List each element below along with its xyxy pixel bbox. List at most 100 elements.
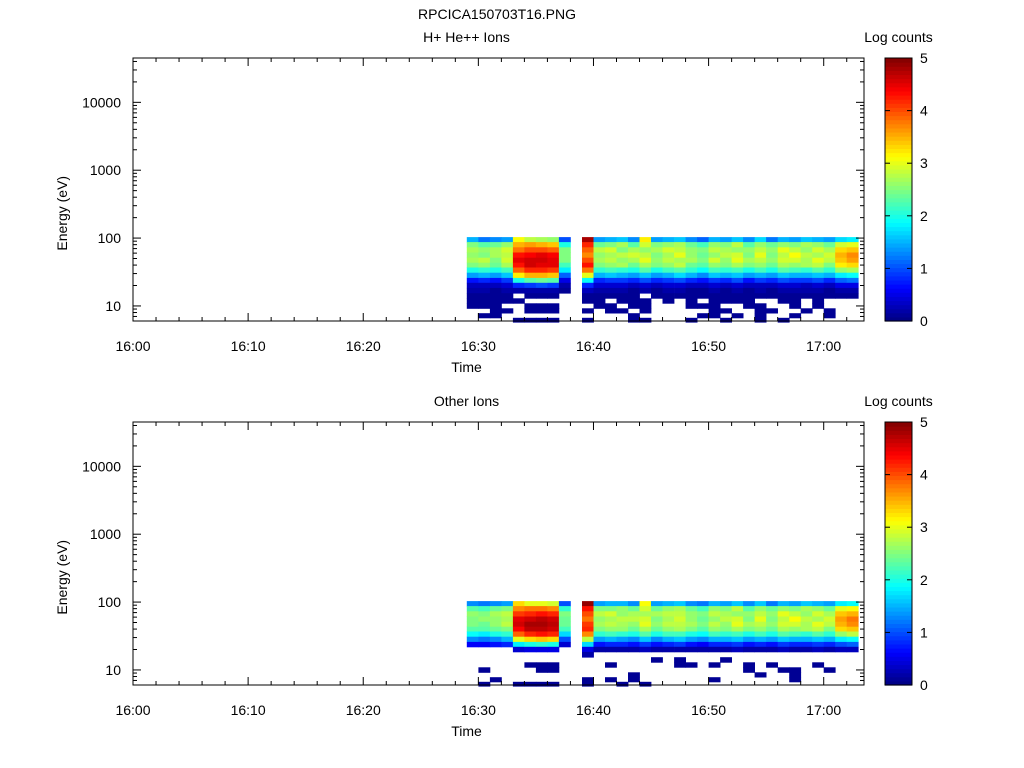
spectrogram-cell — [812, 616, 825, 623]
spectrogram-cell — [697, 262, 709, 268]
spectrogram-cell — [605, 606, 617, 612]
y-tick-label: 100 — [98, 230, 122, 246]
spectrogram-cell — [501, 272, 514, 279]
spectrogram-cell — [743, 272, 755, 279]
spectrogram-cell — [789, 626, 802, 632]
spectrogram-cell — [628, 601, 640, 607]
spectrogram-cell — [708, 313, 721, 319]
colorbar-segment — [885, 214, 912, 219]
spectrogram-cell — [777, 641, 790, 648]
spectrogram-cell — [628, 677, 640, 683]
spectrogram-cell — [708, 641, 721, 648]
spectrogram-cell — [535, 308, 548, 314]
colorbar-tick-label: 4 — [920, 103, 928, 119]
spectrogram-cell — [478, 252, 491, 259]
panel-title: H+ He++ Ions — [423, 29, 510, 45]
spectrogram-cell — [685, 237, 698, 243]
spectrogram-cell — [582, 317, 594, 323]
colorbar-tick-label: 2 — [920, 572, 928, 588]
colorbar-segment — [885, 426, 912, 431]
spectrogram-cell — [685, 282, 698, 289]
spectrogram-cell — [708, 636, 721, 643]
spectrogram-cell — [720, 242, 732, 248]
spectrogram-cell — [593, 272, 606, 279]
spectrogram-cell — [501, 287, 514, 294]
colorbar-segment — [885, 537, 912, 542]
spectrogram-cell — [501, 626, 514, 632]
colorbar-segment — [885, 160, 912, 166]
spectrogram-cell — [720, 601, 732, 607]
spectrogram-cell — [789, 298, 802, 304]
spectrogram-cell — [846, 247, 859, 253]
spectrogram-cell — [639, 631, 652, 638]
colorbar-segment — [885, 442, 912, 448]
spectrogram-cell — [558, 626, 571, 632]
spectrogram-cell — [593, 262, 606, 268]
spectrogram-cell — [800, 272, 813, 279]
spectrogram-cell — [685, 262, 698, 268]
spectrogram-cell — [846, 237, 859, 243]
spectrogram-cell — [558, 237, 571, 243]
spectrogram-cell — [731, 611, 744, 617]
spectrogram-cell — [501, 252, 514, 259]
spectrogram-cell — [547, 611, 560, 617]
spectrogram-cell — [674, 636, 686, 643]
spectrogram-cell — [777, 262, 790, 268]
spectrogram-cell — [593, 277, 606, 284]
spectrogram-cell — [501, 247, 514, 253]
colorbar-segment — [885, 136, 912, 141]
spectrogram-cell — [478, 641, 491, 648]
colorbar-segment — [885, 565, 912, 571]
spectrogram-cell — [512, 282, 525, 289]
spectrogram-cell — [466, 287, 479, 294]
spectrogram-cell — [593, 298, 606, 304]
spectrogram-cell — [466, 257, 479, 264]
spectrogram-cell — [616, 267, 629, 274]
spectrogram-cell — [708, 308, 721, 314]
spectrogram-cell — [800, 636, 813, 643]
spectrogram-cell — [812, 303, 825, 309]
spectrogram-cell — [754, 262, 767, 268]
spectrogram-cell — [524, 277, 537, 284]
spectrogram-cell — [605, 277, 617, 284]
colorbar-segment — [885, 520, 912, 526]
spectrogram-cell — [501, 631, 514, 638]
spectrogram-cell — [628, 303, 640, 309]
spectrogram-cell — [789, 313, 802, 319]
spectrogram-cell — [605, 631, 617, 638]
spectrogram-cell — [616, 631, 629, 638]
spectrogram-cell — [535, 317, 548, 323]
colorbar-segment — [885, 201, 912, 207]
spectrogram-cell — [501, 262, 514, 268]
spectrogram-cell — [558, 606, 571, 612]
spectrogram-cell — [743, 662, 755, 668]
spectrogram-cell — [489, 298, 502, 304]
spectrogram-cell — [478, 293, 491, 299]
spectrogram-cell — [662, 282, 675, 289]
spectrogram-cell — [743, 606, 755, 612]
spectrogram-cell — [754, 646, 767, 653]
spectrogram-cell — [512, 247, 525, 253]
y-tick-label: 1000 — [90, 162, 121, 178]
spectrogram-cell — [524, 611, 537, 617]
spectrogram-cell — [547, 641, 560, 648]
spectrogram-cell — [731, 631, 744, 638]
spectrogram-cell — [697, 252, 709, 259]
panels: H+ He++ Ions Log counts10100100010000Ener… — [54, 29, 933, 739]
spectrogram-cell — [697, 242, 709, 248]
spectrogram-cell — [524, 252, 537, 259]
spectrogram-cell — [789, 303, 802, 309]
spectrogram-cell — [835, 262, 848, 268]
plot-frame — [132, 421, 865, 686]
spectrogram-cell — [535, 293, 548, 299]
colorbar-segment — [885, 164, 912, 170]
spectrogram-cell — [639, 641, 652, 648]
spectrogram-cell — [478, 313, 491, 319]
spectrogram-cell — [628, 262, 640, 268]
spectrogram-cell — [846, 272, 859, 279]
spectrogram-cell — [766, 611, 778, 617]
spectrogram-cell — [478, 277, 491, 284]
spectrogram-cell — [800, 287, 813, 294]
spectrogram-cell — [616, 293, 629, 299]
spectrogram-cell — [535, 252, 548, 259]
